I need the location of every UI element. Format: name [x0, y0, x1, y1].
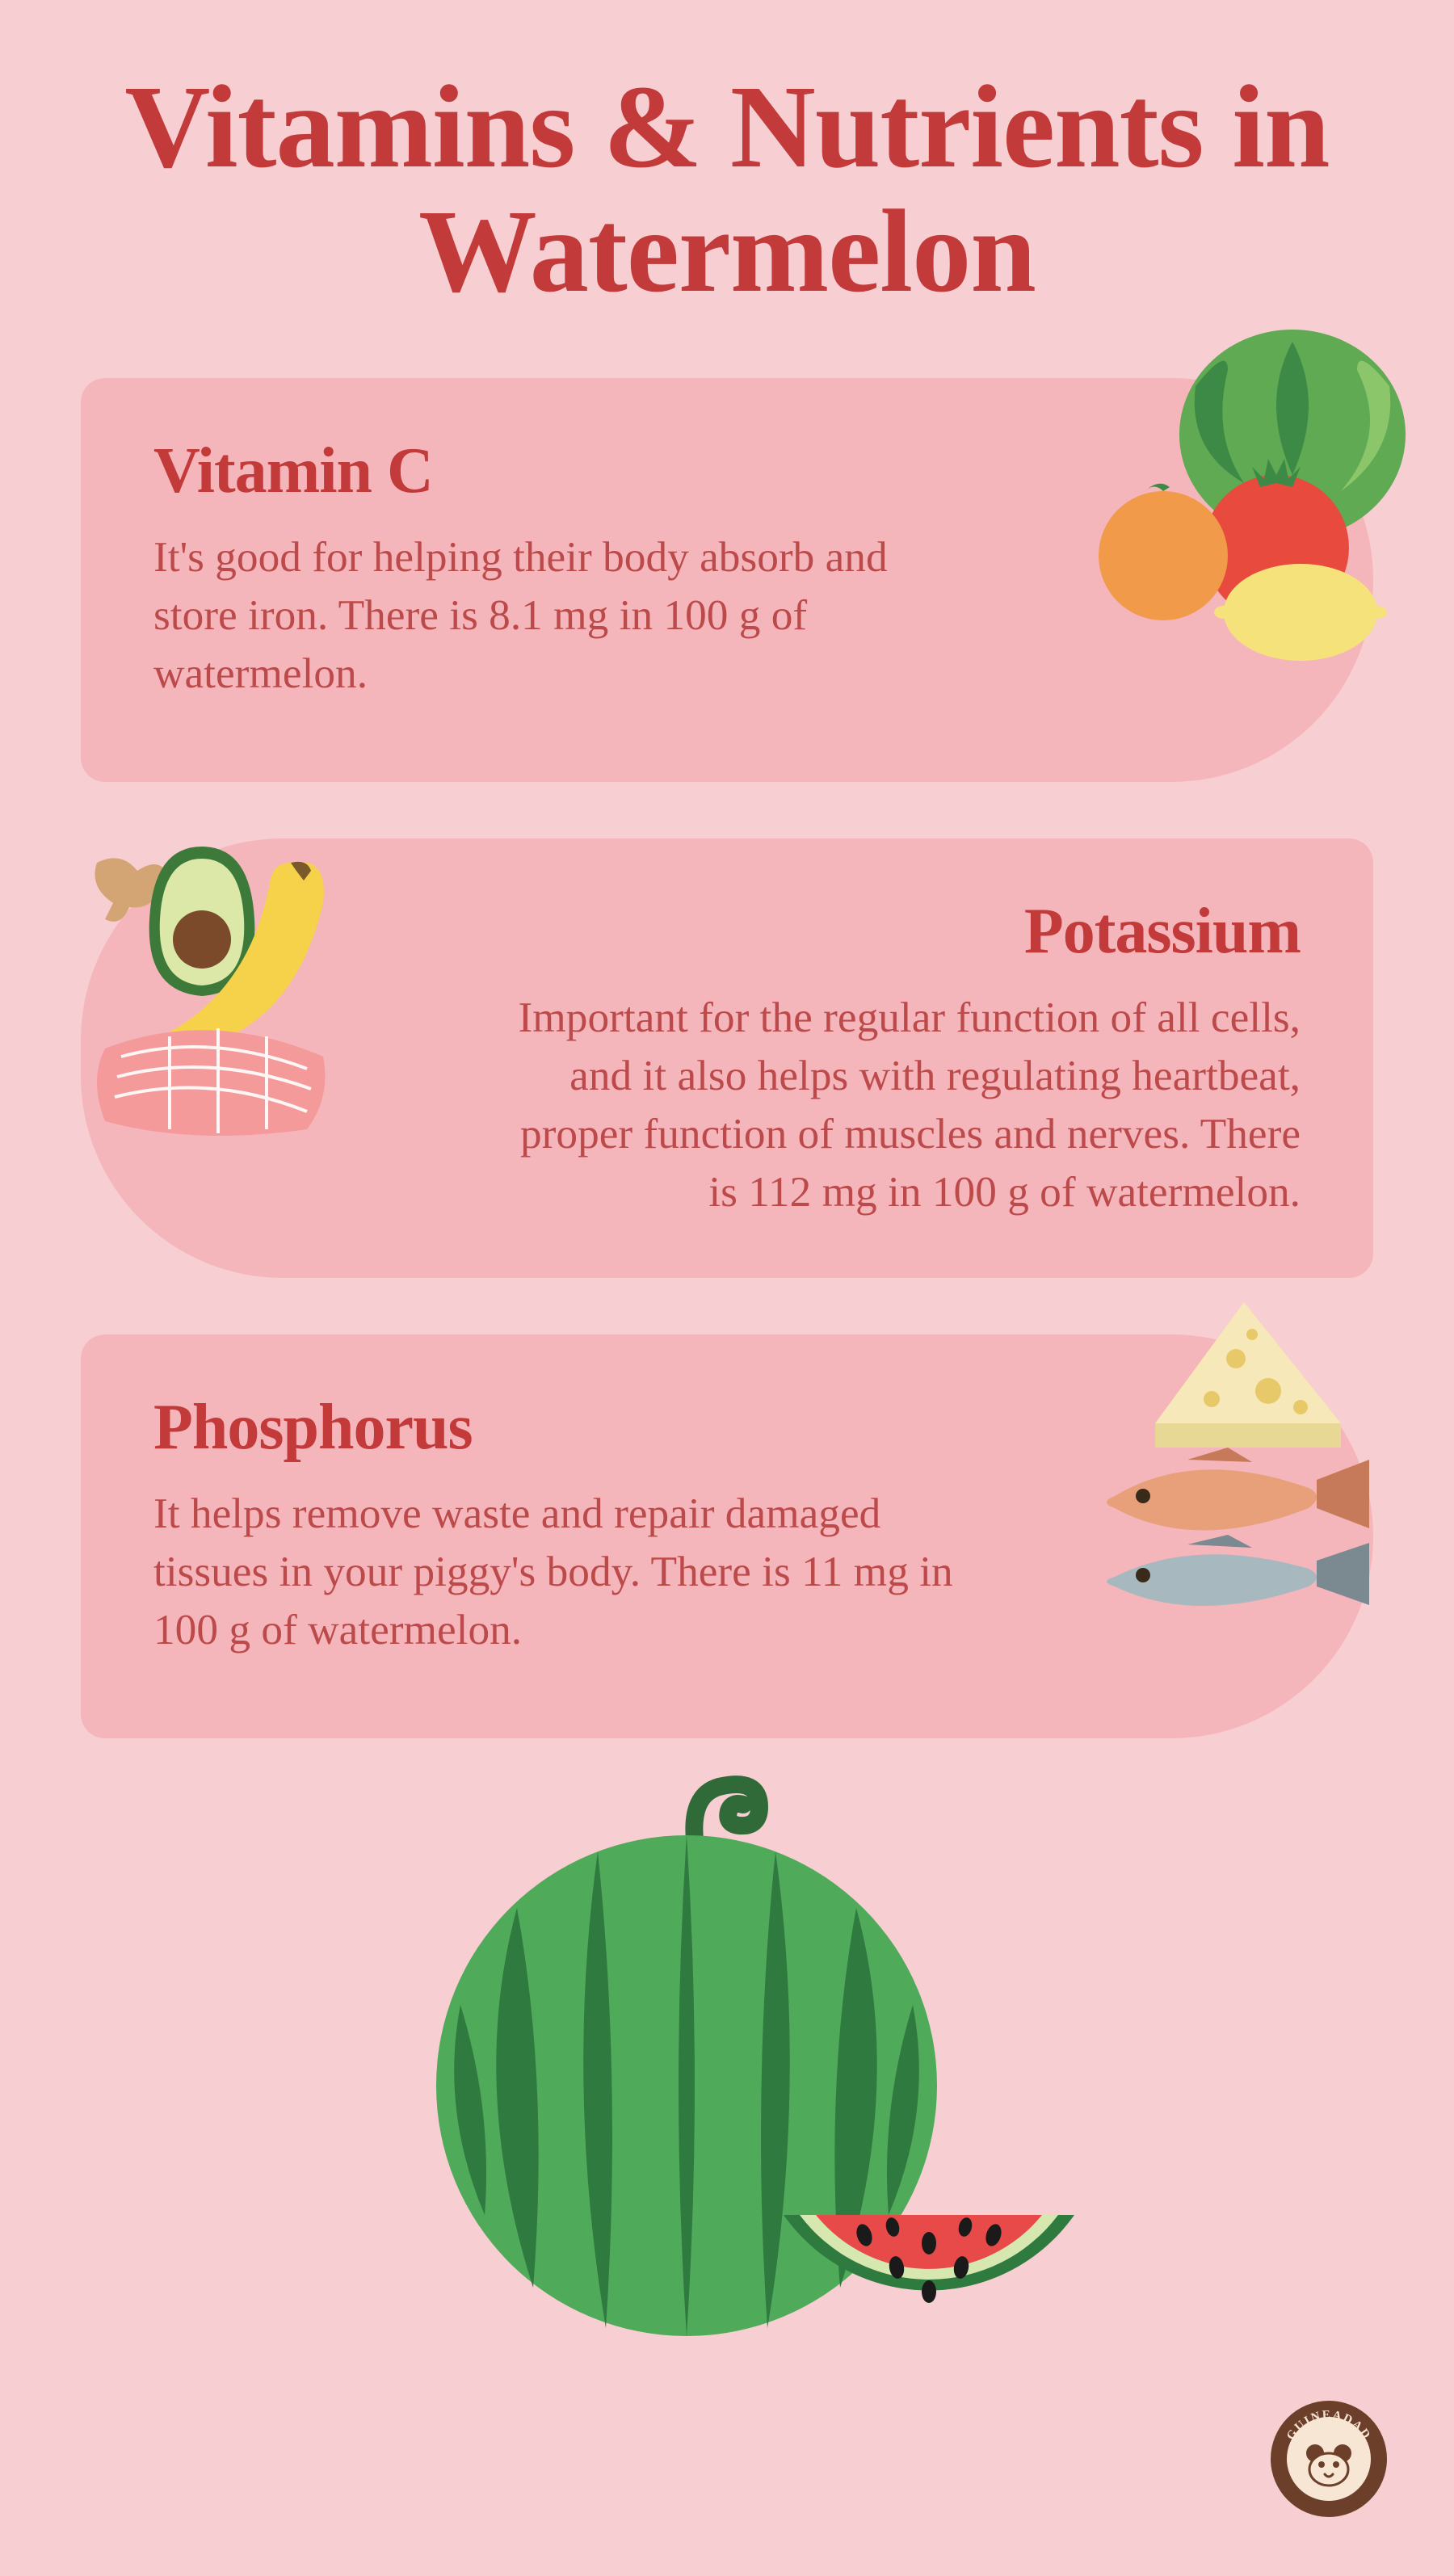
guineadad-logo-icon: GUINEADAD GUINEADAD — [1268, 2398, 1389, 2519]
page-title: Vitamins & Nutrients in Watermelon — [81, 65, 1373, 313]
produce-icon — [1066, 321, 1406, 661]
watermelon-icon — [364, 1763, 1090, 2344]
card-body-potassium: Important for the regular function of al… — [493, 989, 1301, 1221]
card-vitamin-c: Vitamin C It's good for helping their bo… — [81, 378, 1373, 782]
infographic-page: Vitamins & Nutrients in Watermelon Vitam… — [0, 0, 1454, 2576]
cheese-fish-icon — [1050, 1286, 1389, 1625]
card-phosphorus: Phosphorus It helps remove waste and rep… — [81, 1334, 1373, 1738]
avocado-banana-salmon-icon — [65, 806, 404, 1145]
card-body-phosphorus: It helps remove waste and repair damaged… — [153, 1485, 961, 1659]
card-body-vitamin-c: It's good for helping their body absorb … — [153, 528, 961, 703]
card-potassium: Potassium Important for the regular func… — [81, 838, 1373, 1278]
